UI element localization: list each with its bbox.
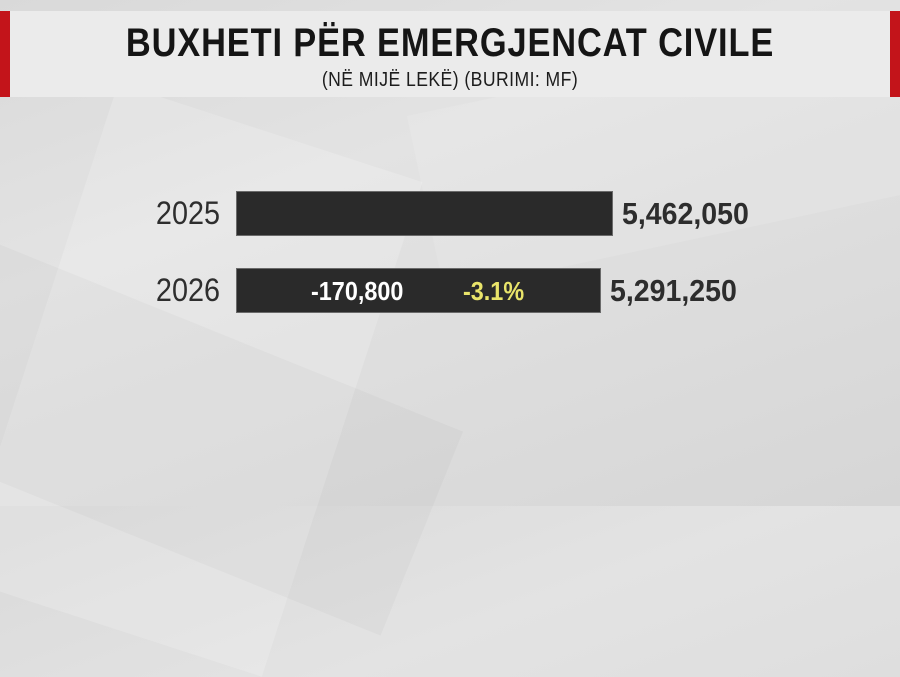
chart-title: BUXHETI PËR EMERGJENCAT CIVILE bbox=[125, 21, 775, 65]
accent-bar-left bbox=[0, 11, 10, 97]
bar-row-2026: 2026 -170,800 -3.1% 5,291,250 bbox=[0, 268, 900, 314]
title-banner: BUXHETI PËR EMERGJENCAT CIVILE (NË MIJË … bbox=[0, 11, 900, 97]
accent-bar-right bbox=[890, 11, 900, 97]
chart-subtitle: (NË MIJË LEKË) (BURIMI: MF) bbox=[321, 69, 579, 91]
bar-2025 bbox=[236, 191, 613, 236]
year-label: 2026 bbox=[155, 272, 220, 308]
bar-row-2025: 2025 5,462,050 bbox=[0, 191, 900, 237]
background-shape bbox=[0, 83, 423, 677]
bar-2026: -170,800 -3.1% bbox=[236, 268, 601, 313]
change-absolute: -170,800 bbox=[311, 276, 404, 306]
year-label: 2025 bbox=[155, 195, 220, 231]
bar-value: 5,291,250 bbox=[610, 273, 737, 308]
bar-value: 5,462,050 bbox=[622, 196, 749, 231]
change-percent: -3.1% bbox=[463, 276, 525, 306]
